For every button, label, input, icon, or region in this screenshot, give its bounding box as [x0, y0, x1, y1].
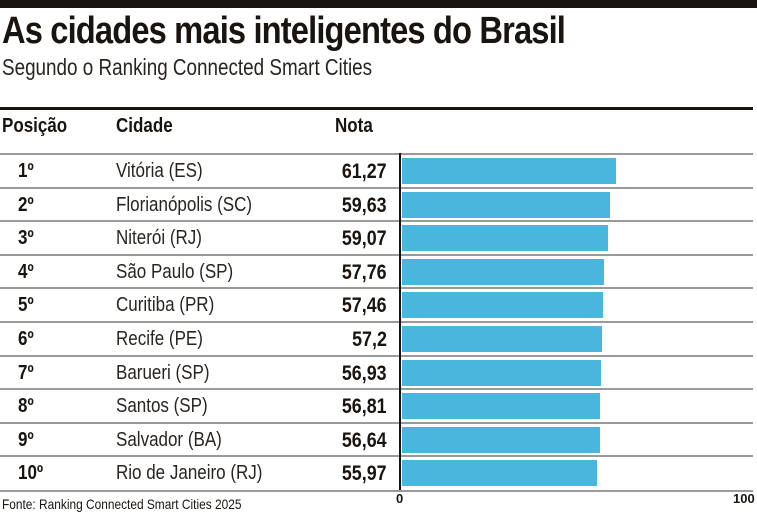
table-row: 4º São Paulo (SP) 57,76	[0, 253, 753, 289]
table-row: 10º Rio de Janeiro (RJ) 55,97	[0, 455, 753, 493]
city-name: Rio de Janeiro (RJ)	[116, 462, 263, 485]
score-bar	[402, 426, 600, 453]
table-row: 6º Recife (PE) 57,2	[0, 321, 753, 356]
score-bar	[402, 292, 603, 319]
score-bar	[402, 393, 601, 420]
score-label: 55,97	[342, 462, 387, 486]
rank-position: 8º	[18, 395, 34, 418]
rank-position: 7º	[18, 361, 34, 384]
city-name: Florianópolis (SC)	[116, 193, 253, 216]
header-rule	[0, 107, 753, 110]
chart-subtitle: Segundo o Ranking Connected Smart Cities	[2, 54, 373, 80]
score-label: 61,27	[342, 160, 387, 183]
table-row: 9º Salvador (BA) 56,64	[0, 421, 753, 457]
city-name: Vitória (ES)	[116, 160, 203, 182]
rank-position: 6º	[18, 328, 34, 350]
rank-position: 10º	[18, 462, 44, 485]
score-label: 59,07	[342, 227, 387, 251]
city-name: Santos (SP)	[116, 395, 208, 418]
city-name: São Paulo (SP)	[116, 260, 234, 283]
table-row: 2º Florianópolis (SC) 59,63	[0, 186, 753, 222]
score-bar	[402, 460, 598, 487]
city-name: Recife (PE)	[116, 328, 203, 350]
rank-position: 9º	[18, 428, 34, 451]
city-name: Curitiba (PR)	[116, 294, 215, 317]
source-note: Fonte: Ranking Connected Smart Cities 20…	[2, 496, 242, 512]
chart-title: As cidades mais inteligentes do Brasil	[2, 10, 566, 52]
header-city: Cidade	[116, 115, 173, 137]
score-bar	[402, 258, 604, 285]
score-label: 57,2	[352, 328, 387, 351]
table-row: 8º Santos (SP) 56,81	[0, 388, 753, 423]
table-row: 5º Curitiba (PR) 57,46	[0, 287, 753, 322]
header-position: Posição	[2, 115, 68, 137]
score-label: 56,93	[342, 361, 387, 385]
score-label: 59,63	[342, 193, 387, 217]
score-bar	[402, 225, 609, 252]
score-label: 56,64	[342, 428, 387, 452]
city-name: Barueri (SP)	[116, 361, 210, 384]
table-row: 3º Niterói (RJ) 59,07	[0, 220, 753, 255]
tick-label: 0	[396, 491, 404, 506]
score-label: 57,46	[342, 294, 387, 318]
score-bar	[402, 326, 602, 352]
score-bar	[402, 158, 616, 184]
rank-position: 5º	[18, 294, 34, 317]
city-name: Niterói (RJ)	[116, 227, 202, 250]
rank-position: 4º	[18, 260, 34, 283]
top-rule	[0, 0, 757, 8]
score-bar	[402, 359, 601, 386]
score-label: 56,81	[342, 395, 387, 419]
bar-axis	[399, 153, 401, 490]
rank-position: 3º	[18, 227, 34, 250]
rank-position: 2º	[18, 193, 34, 216]
header-score: Nota	[335, 115, 373, 137]
tick-label: 100	[733, 491, 755, 506]
table-row: 1º Vitória (ES) 61,27	[0, 153, 753, 188]
table-row: 7º Barueri (SP) 56,93	[0, 354, 753, 390]
city-name: Salvador (BA)	[116, 428, 222, 451]
rank-position: 1º	[18, 160, 34, 182]
score-label: 57,76	[342, 260, 387, 284]
score-bar	[402, 191, 611, 218]
